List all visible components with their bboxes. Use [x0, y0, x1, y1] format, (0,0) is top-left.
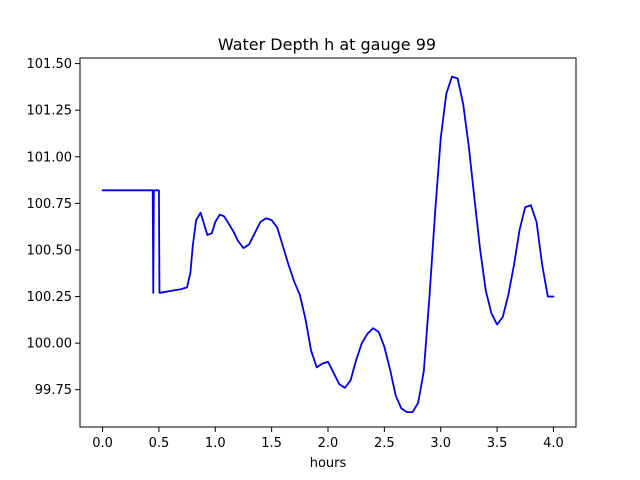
y-tick-label: 100.25	[27, 290, 73, 305]
plot-area	[101, 75, 555, 413]
y-tick-label: 99.75	[35, 383, 72, 398]
y-tick-label: 100.50	[27, 243, 73, 258]
x-tick-label: 0.0	[92, 436, 113, 451]
x-tick-label: 0.5	[149, 436, 170, 451]
x-tick-label: 2.5	[374, 436, 395, 451]
y-tick-label: 100.00	[27, 337, 73, 352]
x-tick-label: 3.0	[430, 436, 451, 451]
y-tick-label: 101.25	[27, 104, 73, 119]
x-axis-label: hours	[310, 456, 347, 471]
x-tick-label: 2.0	[318, 436, 339, 451]
y-tick-label: 101.50	[27, 57, 73, 72]
x-axis: 0.0 0.5 1.0 1.5 2.0 2.5 3.0 3.5 4.0	[92, 427, 564, 451]
y-axis: 99.75 100.00 100.25 100.50 100.75 101.00 101.2…	[27, 57, 80, 398]
y-tick-label: 101.00	[27, 150, 73, 165]
y-tick-label: 100.75	[27, 197, 73, 212]
series-line	[101, 75, 555, 413]
x-tick-label: 1.0	[205, 436, 226, 451]
x-tick-label: 3.5	[487, 436, 508, 451]
chart-title: Water Depth h at gauge 99	[218, 35, 436, 54]
x-tick-label: 1.5	[261, 436, 282, 451]
axes-frame	[79, 57, 577, 428]
x-tick-label: 4.0	[543, 436, 564, 451]
